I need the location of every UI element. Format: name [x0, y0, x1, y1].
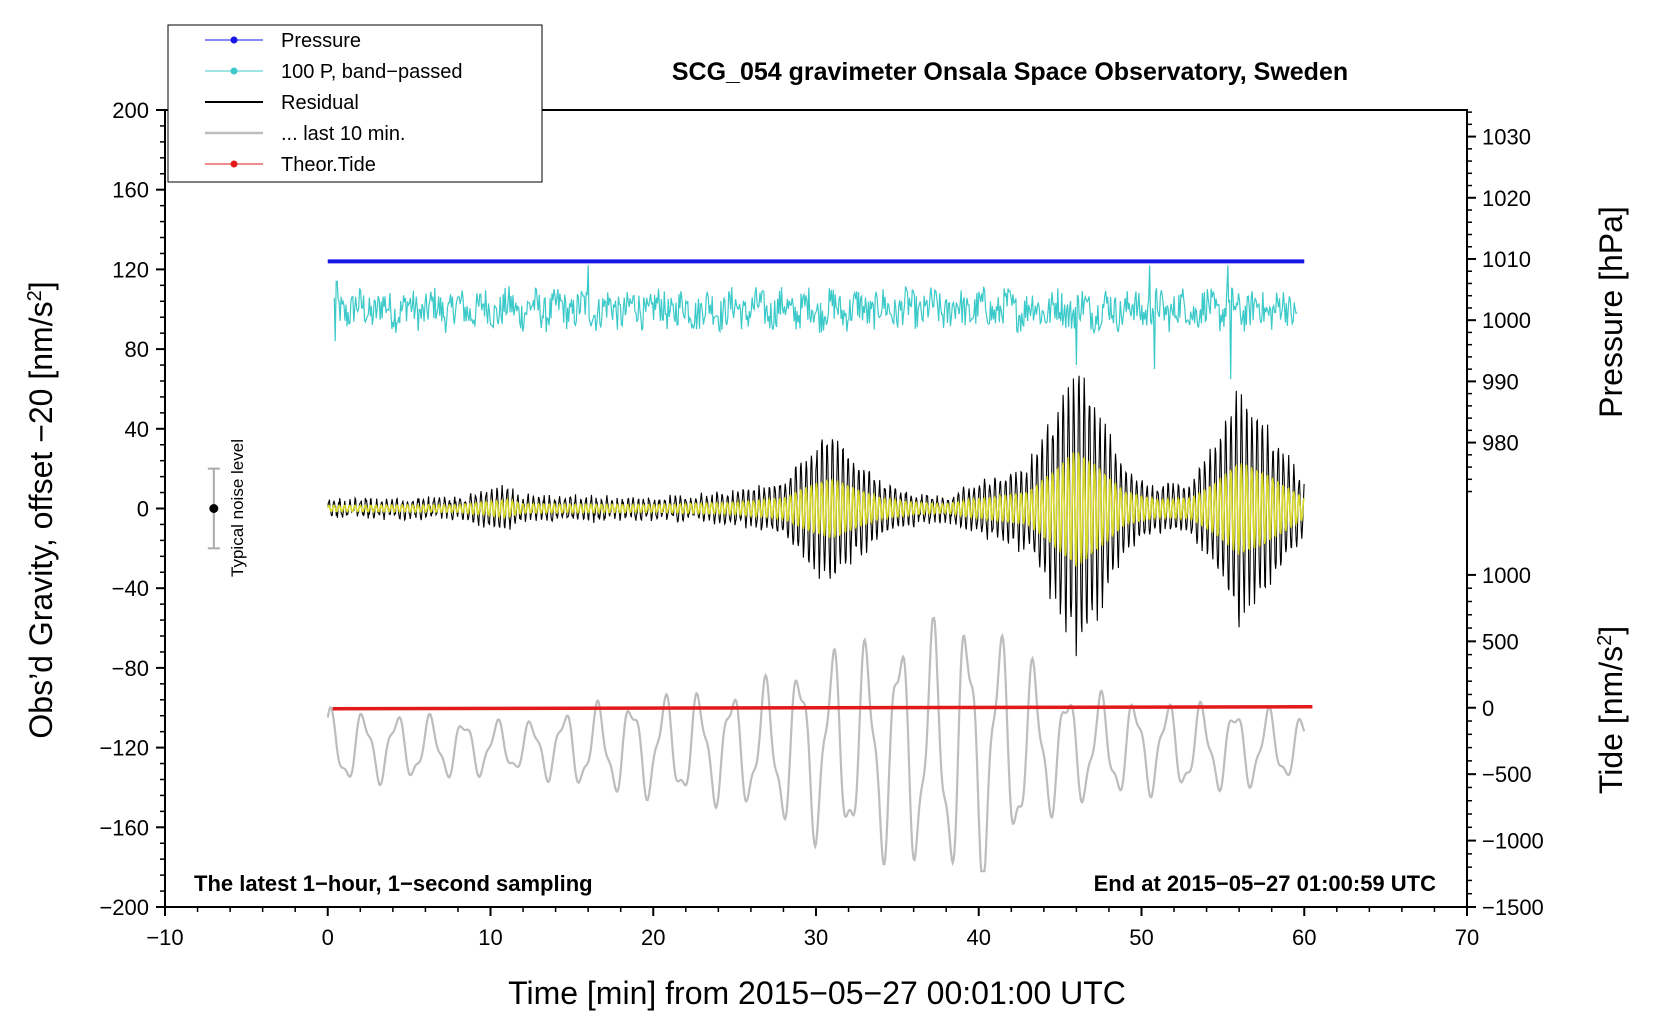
noise-bar — [207, 467, 220, 550]
series-last-10-min — [326, 616, 1306, 873]
noise-level-label: Typical noise level — [228, 439, 247, 577]
tide-axis-label-main: Tide [nm/s — [1593, 646, 1629, 794]
series-layer — [326, 259, 1313, 873]
y-axis-label-sup: 2 — [24, 290, 46, 301]
series-bandpassed-pressure — [333, 265, 1298, 380]
pressure-tick-label: 1030 — [1482, 125, 1531, 150]
legend-swatch-dot — [230, 67, 238, 75]
legend-label: Residual — [281, 92, 359, 114]
annotation-sampling: The latest 1−hour, 1−second sampling — [194, 871, 593, 896]
pressure-tick-label: 990 — [1482, 369, 1519, 394]
x-tick-label: 40 — [967, 925, 991, 950]
legend-label: 100 P, band−passed — [281, 61, 462, 83]
tick-labels: −10 0 10 20 30 40 50 60 7020016012080400−40−80−1… — [99, 98, 1543, 950]
tide-tick-label: −1000 — [1482, 829, 1544, 854]
x-tick-label: 0 — [322, 925, 334, 950]
pressure-tick-label: 1020 — [1482, 186, 1531, 211]
x-axis-label: Time [min] from 2015−05−27 00:01:00 UTC — [508, 975, 1126, 1011]
y-axis-label: Obs’d Gravity, offset −20 [nm/s2] — [23, 281, 59, 738]
x-tick-label: 10 — [478, 925, 502, 950]
x-tick-label: 70 — [1455, 925, 1479, 950]
legend: Pressure 100 P, band−passed Residual ... la… — [167, 24, 543, 183]
tide-tick-label: 0 — [1482, 696, 1494, 721]
y-tick-label: −200 — [99, 895, 149, 920]
series-theoretical-tide — [332, 705, 1313, 711]
pressure-tick-label: 1010 — [1482, 247, 1531, 272]
y-axis-label-main: Obs’d Gravity, offset −20 [nm/s — [23, 301, 59, 738]
x-tick-label: 50 — [1129, 925, 1153, 950]
y-axis-label-end: ] — [23, 281, 59, 290]
y-tick-label: −40 — [112, 576, 149, 601]
tide-axis-label: Tide [nm/s2] — [1593, 626, 1629, 794]
tide-tick-label: 500 — [1482, 629, 1519, 654]
legend-label: ... last 10 min. — [281, 123, 406, 145]
pressure-axis-label: Pressure [hPa] — [1593, 206, 1629, 418]
pressure-tick-label: 1000 — [1482, 308, 1531, 333]
y-tick-label: 160 — [112, 178, 149, 203]
tide-axis-label-end: ] — [1593, 626, 1629, 635]
tide-tick-label: −500 — [1482, 762, 1532, 787]
y-tick-label: −160 — [99, 815, 149, 840]
y-tick-label: 40 — [125, 417, 149, 442]
legend-label: Pressure — [281, 30, 361, 52]
tide-tick-label: 1000 — [1482, 563, 1531, 588]
y-tick-label: −80 — [112, 656, 149, 681]
tide-tick-label: −1500 — [1482, 895, 1544, 920]
x-tick-label: 30 — [804, 925, 828, 950]
legend-label: Theor.Tide — [281, 154, 376, 176]
y-tick-label: 0 — [137, 497, 149, 522]
series-filtered-residual — [327, 452, 1305, 567]
chart-title: SCG_054 gravimeter Onsala Space Observat… — [672, 58, 1348, 86]
x-tick-label: 20 — [641, 925, 665, 950]
y-tick-label: 200 — [112, 98, 149, 123]
legend-items: Pressure 100 P, band−passed Residual ... la… — [205, 30, 462, 176]
noise-bar-center — [209, 504, 219, 513]
pressure-tick-label: 980 — [1482, 431, 1519, 456]
tide-axis-label-sup: 2 — [1594, 635, 1616, 646]
y-tick-label: 80 — [125, 337, 149, 362]
y-tick-label: −120 — [99, 736, 149, 761]
legend-swatch-dot — [230, 36, 238, 44]
legend-box — [167, 24, 543, 183]
x-tick-label: −10 — [146, 925, 183, 950]
annotation-end-time: End at 2015−05−27 01:00:59 UTC — [1094, 871, 1437, 896]
legend-swatch-dot — [230, 160, 238, 168]
y-tick-label: 120 — [112, 257, 149, 282]
axes — [156, 109, 1476, 916]
x-tick-label: 60 — [1292, 925, 1316, 950]
series-residual — [327, 375, 1305, 657]
